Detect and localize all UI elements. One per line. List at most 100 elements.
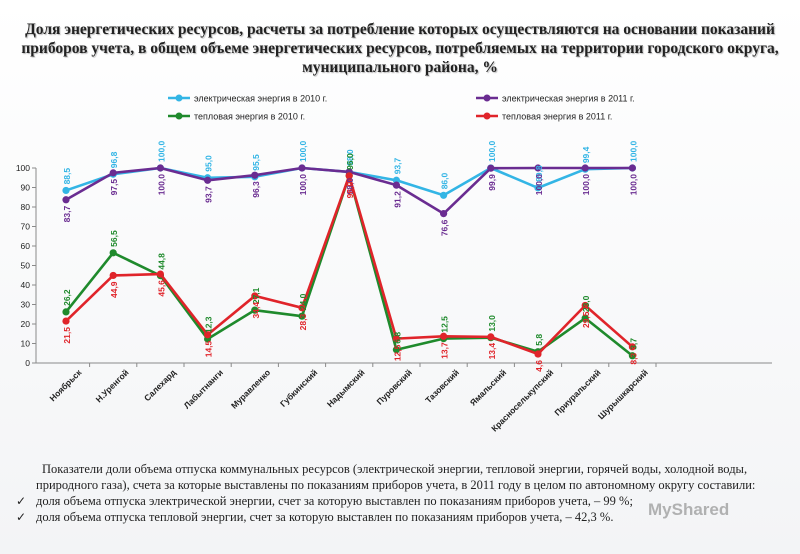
data-point xyxy=(251,171,259,179)
data-point xyxy=(298,164,306,172)
legend-entry: тепловая энергия в 2010 г. xyxy=(194,112,305,122)
data-label: 100,0 xyxy=(628,140,638,162)
x-category-label: Шурышкарский xyxy=(596,367,650,421)
chart-data-labels: 88,5 96,8 100,0 95,0 95,5 100,0 98,0 93,7 86,0 10… xyxy=(62,140,638,371)
data-point xyxy=(62,308,70,316)
data-label: 91,2 xyxy=(392,191,402,208)
data-label: 97,5 xyxy=(109,179,119,196)
x-category-label: Губкинский xyxy=(278,367,319,408)
data-point xyxy=(156,164,164,172)
data-point xyxy=(392,346,400,354)
data-point xyxy=(628,164,637,172)
x-category-label: Тазовский xyxy=(423,367,461,405)
data-label: 83,7 xyxy=(62,206,72,223)
data-label: 95,5 xyxy=(251,154,261,171)
chart-title: Доля энергетических ресурсов, расчеты за… xyxy=(21,21,779,76)
data-label: 44,9 xyxy=(109,281,119,298)
data-label: 13,4 xyxy=(487,343,497,360)
legend-entry: электрическая энергия в 2011 г. xyxy=(502,94,635,104)
data-label: 5,8 xyxy=(534,334,544,346)
data-label: 96,0 xyxy=(345,153,355,170)
data-label: 99,4 xyxy=(581,146,591,163)
summary-bullet: ✓ доля объема отпуска электрической энерг… xyxy=(16,493,784,509)
data-point xyxy=(204,176,212,184)
series-line xyxy=(64,174,634,357)
data-point xyxy=(156,270,164,278)
data-label: 76,6 xyxy=(440,219,450,236)
data-label: 12,5 xyxy=(392,344,402,361)
x-category-label: Лабытнанги xyxy=(182,367,225,410)
data-point xyxy=(62,317,70,325)
data-label: 98,0 xyxy=(345,178,355,195)
data-point xyxy=(534,350,542,358)
y-tick-label: 70 xyxy=(21,222,31,232)
legend-entry: электрическая энергия в 2010 г. xyxy=(194,94,327,104)
data-label: 100,0 xyxy=(298,140,308,162)
data-label: 8,3 xyxy=(628,353,638,365)
line-chart: электрическая энергия в 2010 г. электриче… xyxy=(16,94,772,434)
data-label: 98,0 xyxy=(345,149,355,166)
y-tick-label: 60 xyxy=(21,241,31,251)
data-label: 96,3 xyxy=(251,181,261,198)
data-label: 88,5 xyxy=(62,168,72,185)
data-label: 13,7 xyxy=(440,342,450,359)
check-icon: ✓ xyxy=(16,494,27,508)
data-label: 12,5 xyxy=(440,316,450,333)
data-point xyxy=(109,271,117,280)
data-label: 96,0 xyxy=(345,182,355,199)
data-label: 28,3 xyxy=(298,314,308,331)
data-label: 56,5 xyxy=(109,230,119,247)
data-label: 100,0 xyxy=(581,174,591,196)
data-point xyxy=(62,196,70,204)
data-label: 93,7 xyxy=(204,186,214,203)
x-category-label: Н.Уренгой xyxy=(94,367,131,404)
data-label: 14,5 xyxy=(204,340,214,357)
data-label: 23,0 xyxy=(581,295,591,312)
data-label: 12,3 xyxy=(204,316,214,333)
summary-bullet: ✓ доля объема отпуска тепловой энергии, с… xyxy=(16,509,784,525)
summary-intro: Показатели доли объема отпуска коммуналь… xyxy=(36,462,756,492)
check-icon: ✓ xyxy=(16,510,27,524)
series-line xyxy=(65,174,634,356)
y-tick-label: 30 xyxy=(21,300,31,310)
summary-bullet-text: доля объема отпуска электрической энерги… xyxy=(36,494,633,508)
data-label: 6,8 xyxy=(392,332,402,344)
y-tick-label: 0 xyxy=(25,358,30,368)
data-point xyxy=(62,186,70,195)
data-point xyxy=(392,181,400,189)
x-category-label: Ямальский xyxy=(468,367,508,407)
data-point xyxy=(440,210,448,218)
y-tick-label: 90 xyxy=(21,183,31,193)
legend-entry: тепловая энергия в 2011 г. xyxy=(502,112,612,122)
data-point xyxy=(109,249,117,257)
data-point xyxy=(298,312,306,320)
legend-swatch-marker xyxy=(175,94,183,102)
data-point xyxy=(628,352,637,360)
summary-bullet-text: доля объема отпуска тепловой энергии, сч… xyxy=(36,510,614,524)
data-point xyxy=(534,164,542,172)
data-label: 93,7 xyxy=(392,157,402,174)
legend-swatch-marker xyxy=(483,112,491,120)
data-point xyxy=(251,306,259,314)
chart-legend: электрическая энергия в 2010 г. электриче… xyxy=(168,94,635,122)
data-label: 100,0 xyxy=(298,174,308,196)
data-label: 99,9 xyxy=(487,174,497,191)
y-tick-label: 80 xyxy=(21,202,31,212)
data-point xyxy=(440,332,448,340)
data-point xyxy=(204,331,212,339)
summary-text: Показатели доли объема отпуска коммуналь… xyxy=(16,461,784,525)
data-label: 27,1 xyxy=(251,287,261,304)
x-category-label: Салехард xyxy=(142,367,178,403)
legend-swatch-marker xyxy=(483,94,491,102)
data-point xyxy=(487,333,495,341)
data-label: 21,5 xyxy=(62,327,72,344)
data-point xyxy=(251,292,259,300)
data-point xyxy=(628,343,637,351)
summary-list: ✓ доля объема отпуска электрической энерг… xyxy=(16,493,784,525)
data-label: 34,4 xyxy=(251,302,261,319)
data-point xyxy=(534,184,542,192)
data-label: 29,5 xyxy=(581,311,591,328)
data-point xyxy=(392,335,400,343)
y-tick-label: 100 xyxy=(16,163,30,173)
x-category-label: Пуровский xyxy=(375,367,414,406)
